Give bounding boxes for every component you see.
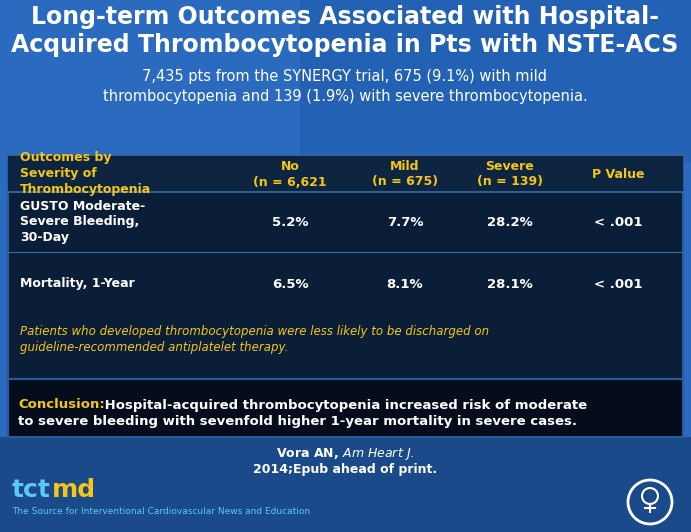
Text: Vora AN, $\it{Am\ Heart\ J.}$: Vora AN, $\it{Am\ Heart\ J.}$: [276, 446, 414, 462]
Text: guideline-recommended antiplatelet therapy.: guideline-recommended antiplatelet thera…: [20, 342, 288, 354]
Bar: [8, 155, 683, 192]
Text: Severe
(n = 139): Severe (n = 139): [477, 160, 543, 188]
Text: < .001: < .001: [594, 215, 642, 229]
Text: 8.1%: 8.1%: [387, 278, 424, 290]
Text: Long-term Outcomes Associated with Hospital-: Long-term Outcomes Associated with Hospi…: [31, 5, 659, 29]
Text: Acquired Thrombocytopenia in Pts with NSTE-ACS: Acquired Thrombocytopenia in Pts with NS…: [11, 33, 679, 57]
Text: md: md: [52, 478, 96, 502]
Text: Mortality, 1-Year: Mortality, 1-Year: [20, 278, 135, 290]
Bar: [8, 379, 683, 437]
Text: GUSTO Moderate-
Severe Bleeding,
30-Day: GUSTO Moderate- Severe Bleeding, 30-Day: [20, 200, 145, 245]
Bar: [0, 0, 691, 162]
Text: Conclusion:: Conclusion:: [18, 398, 105, 411]
Text: 6.5%: 6.5%: [272, 278, 308, 290]
Text: Hospital-acquired thrombocytopenia increased risk of moderate: Hospital-acquired thrombocytopenia incre…: [100, 398, 587, 411]
Text: 28.1%: 28.1%: [487, 278, 533, 290]
Text: 2014;Epub ahead of print.: 2014;Epub ahead of print.: [253, 463, 437, 477]
Text: tct: tct: [12, 478, 51, 502]
Text: to severe bleeding with sevenfold higher 1-year mortality in severe cases.: to severe bleeding with sevenfold higher…: [18, 414, 577, 428]
Text: 5.2%: 5.2%: [272, 215, 308, 229]
Text: Outcomes by
Severity of
Thrombocytopenia: Outcomes by Severity of Thrombocytopenia: [20, 152, 151, 196]
Bar: [0, 437, 691, 532]
Text: < .001: < .001: [594, 278, 642, 290]
Text: No
(n = 6,621: No (n = 6,621: [253, 160, 327, 188]
Text: P Value: P Value: [591, 168, 644, 180]
Text: Patients who developed thrombocytopenia were less likely to be discharged on: Patients who developed thrombocytopenia …: [20, 326, 489, 338]
Text: 28.2%: 28.2%: [487, 215, 533, 229]
Bar: [8, 155, 683, 437]
Text: 7.7%: 7.7%: [387, 215, 424, 229]
Text: 7,435 pts from the SYNERGY trial, 675 (9.1%) with mild: 7,435 pts from the SYNERGY trial, 675 (9…: [142, 70, 547, 85]
Text: Mild
(n = 675): Mild (n = 675): [372, 160, 438, 188]
Bar: [300, 0, 691, 162]
Text: The Source for Interventional Cardiovascular News and Education: The Source for Interventional Cardiovasc…: [12, 508, 310, 517]
Text: thrombocytopenia and 139 (1.9%) with severe thrombocytopenia.: thrombocytopenia and 139 (1.9%) with sev…: [103, 88, 587, 104]
